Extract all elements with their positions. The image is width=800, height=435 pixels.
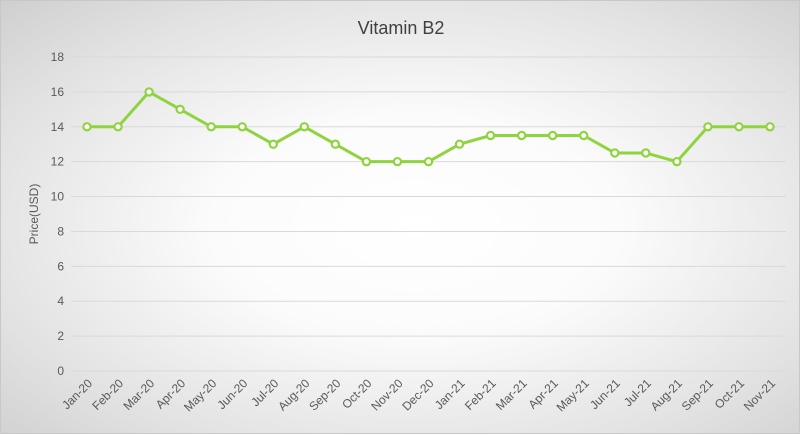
y-tick-10: 10 (51, 190, 65, 204)
x-tick-sep-21: Sep-21 (679, 376, 716, 413)
data-point-dec-20 (423, 156, 434, 167)
x-tick-mar-20: Mar-20 (120, 376, 157, 413)
data-point-oct-21 (734, 122, 744, 132)
data-point-jul-21 (641, 148, 651, 158)
x-tick-may-20: May-20 (181, 376, 219, 414)
data-point-mar-21 (516, 130, 527, 141)
x-tick-dec-20: Dec-20 (399, 376, 436, 413)
data-point-nov-21 (765, 122, 775, 132)
y-tick-16: 16 (51, 85, 65, 99)
data-point-may-20 (206, 122, 216, 132)
data-point-mar-20 (144, 87, 154, 97)
x-tick-sep-20: Sep-20 (306, 376, 343, 413)
data-point-feb-20 (113, 122, 123, 132)
y-tick-2: 2 (57, 329, 64, 343)
y-axis-title: Price(USD) (27, 184, 41, 245)
series-layer (82, 87, 775, 167)
x-tick-may-21: May-21 (554, 376, 592, 414)
data-point-jan-20 (82, 122, 92, 132)
x-tick-feb-20: Feb-20 (89, 376, 126, 413)
data-point-sep-21 (703, 122, 713, 132)
data-point-jul-20 (268, 139, 278, 149)
data-point-aug-20 (299, 122, 310, 132)
x-tick-jan-21: Jan-21 (432, 376, 468, 412)
y-tick-18: 18 (51, 50, 65, 64)
data-point-jun-20 (237, 122, 247, 132)
data-point-feb-21 (485, 130, 496, 141)
chart-title: Vitamin B2 (358, 18, 445, 38)
x-tick-oct-20: Oct-20 (339, 376, 375, 412)
data-point-apr-20 (175, 104, 185, 115)
x-tick-nov-20: Nov-20 (368, 376, 405, 413)
data-point-jan-21 (454, 139, 465, 149)
data-point-may-21 (579, 130, 589, 141)
data-point-jun-21 (610, 148, 620, 158)
y-tick-6: 6 (57, 259, 64, 273)
x-tick-aug-21: Aug-21 (648, 376, 685, 413)
x-tick-jun-21: Jun-21 (587, 376, 623, 412)
x-tick-nov-21: Nov-21 (741, 376, 778, 413)
x-tick-feb-21: Feb-21 (462, 376, 499, 413)
data-point-apr-21 (547, 130, 558, 141)
y-tick-0: 0 (57, 364, 64, 378)
data-point-sep-20 (330, 139, 341, 149)
data-point-oct-20 (361, 156, 372, 167)
y-tick-14: 14 (51, 120, 65, 134)
data-point-nov-20 (392, 156, 403, 167)
x-axis-ticks: Jan-20Feb-20Mar-20Apr-20May-20Jun-20Jul-… (59, 376, 778, 414)
data-point-aug-21 (672, 156, 682, 167)
x-tick-mar-21: Mar-21 (493, 376, 530, 413)
x-tick-jan-20: Jan-20 (59, 376, 95, 412)
y-axis-ticks: 0 2 4 6 8 10 12 14 16 18 (51, 50, 65, 378)
gridlines (71, 56, 786, 372)
x-tick-oct-21: Oct-21 (712, 376, 748, 412)
x-tick-aug-20: Aug-20 (275, 376, 312, 413)
x-tick-jun-20: Jun-20 (214, 376, 250, 412)
y-tick-4: 4 (57, 294, 64, 308)
y-tick-12: 12 (51, 155, 65, 169)
y-tick-8: 8 (57, 224, 64, 238)
